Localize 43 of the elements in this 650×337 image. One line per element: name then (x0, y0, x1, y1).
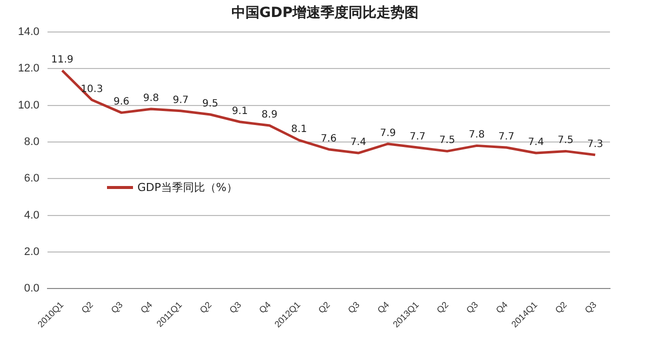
x-tick-label: Q2 (79, 300, 95, 316)
data-label: 7.5 (558, 135, 574, 146)
data-label: 7.6 (320, 133, 337, 144)
x-tick-label: Q3 (109, 300, 125, 316)
y-tick-label: 4.0 (24, 209, 40, 222)
data-label: 9.1 (232, 106, 248, 117)
x-tick-label: Q2 (198, 300, 214, 316)
y-tick-label: 6.0 (24, 172, 40, 185)
y-tick-label: 0.0 (24, 282, 40, 295)
y-tick-label: 10.0 (18, 99, 40, 112)
data-label: 9.6 (113, 96, 130, 108)
x-tick-label: Q3 (582, 300, 598, 316)
x-tick-label: Q4 (138, 300, 154, 316)
data-label: 7.9 (380, 128, 396, 139)
data-label: 7.3 (587, 138, 604, 150)
data-label: 7.5 (439, 135, 456, 146)
data-label: 9.8 (143, 93, 159, 104)
legend-label: GDP当季同比（%） (137, 180, 238, 196)
data-label: 7.7 (498, 132, 514, 143)
y-tick-label: 14.0 (18, 26, 40, 38)
x-tick-label: Q2 (316, 300, 332, 316)
x-tick-label: Q4 (257, 300, 273, 316)
chart-title: 中国GDP增速季度同比走势图 (230, 4, 420, 22)
data-label: 7.8 (468, 130, 485, 141)
x-tick-label: Q3 (464, 300, 480, 316)
data-label: 7.4 (528, 137, 544, 148)
y-tick-label: 2.0 (24, 246, 40, 258)
data-label: 10.3 (80, 84, 103, 95)
data-label: 9.7 (172, 94, 189, 106)
data-label: 7.7 (410, 132, 426, 143)
y-tick-label: 8.0 (24, 136, 40, 148)
x-tick-label: Q3 (227, 300, 244, 316)
x-tick-label: Q3 (346, 300, 362, 316)
x-tick-label: Q4 (376, 300, 392, 316)
x-tick-label: Q4 (494, 300, 510, 316)
x-tick-label: Q2 (434, 300, 450, 316)
data-label: 7.4 (350, 137, 366, 148)
data-label: 8.9 (262, 110, 278, 121)
x-tick-label: Q2 (553, 300, 569, 316)
y-tick-label: 12.0 (18, 62, 40, 75)
data-label: 8.1 (291, 124, 308, 136)
data-label: 11.9 (51, 54, 74, 66)
data-label: 9.5 (202, 98, 218, 110)
